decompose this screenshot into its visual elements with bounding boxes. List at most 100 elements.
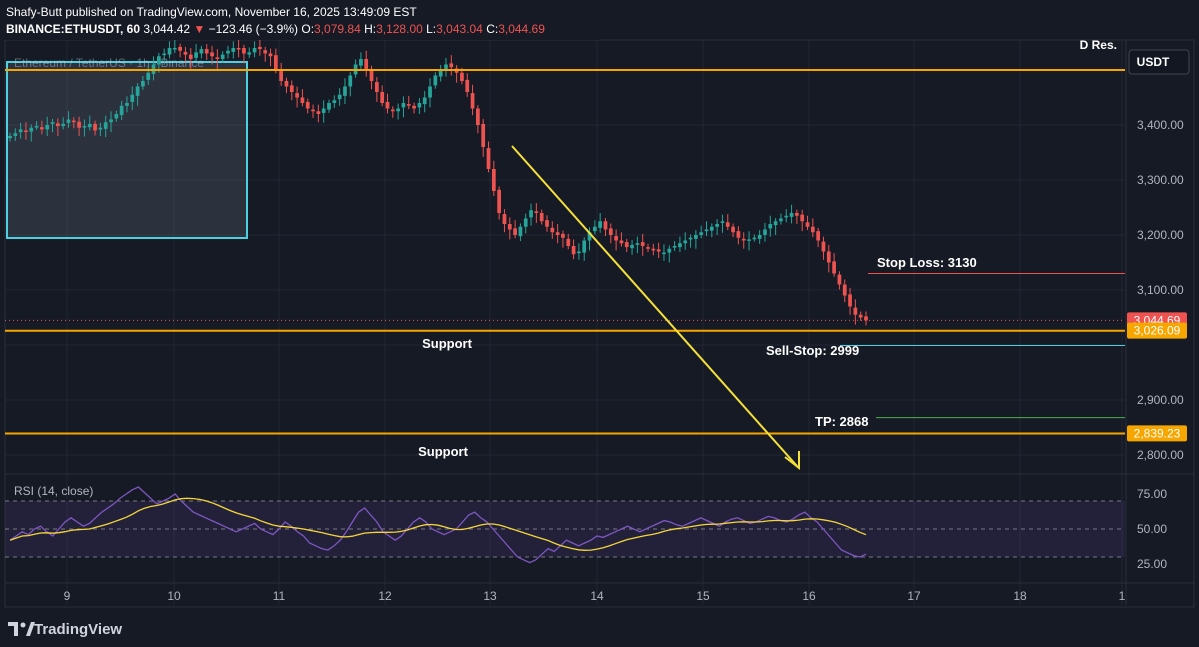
candle-body xyxy=(359,59,363,66)
currency-button-label[interactable]: USDT xyxy=(1137,55,1170,69)
candle-body xyxy=(422,97,427,105)
candle-body xyxy=(795,213,799,216)
candle-body xyxy=(183,51,188,55)
candle-body xyxy=(406,104,411,106)
candle-body xyxy=(279,71,284,81)
candle-body xyxy=(784,215,789,218)
candle-body xyxy=(55,123,60,127)
candle-body xyxy=(438,70,443,77)
candle-body xyxy=(204,49,209,54)
candle-body xyxy=(720,221,725,223)
candle-body xyxy=(220,54,225,59)
candle-body xyxy=(428,86,432,98)
price-label: 2,839.23 xyxy=(1134,426,1181,440)
candle-body xyxy=(709,226,714,231)
candle-body xyxy=(236,48,241,50)
tradingview-logo-icon xyxy=(8,622,35,636)
header-field: H: xyxy=(364,22,376,36)
candle-body xyxy=(491,169,496,191)
candle-body xyxy=(523,218,528,227)
candle-body xyxy=(731,226,735,233)
candle-body xyxy=(449,63,454,68)
candle-body xyxy=(380,92,385,103)
candle-body xyxy=(24,130,28,132)
rsi-tick: 75.00 xyxy=(1137,487,1167,501)
candle-body xyxy=(321,108,326,113)
candle-body xyxy=(614,236,618,241)
candle-body xyxy=(268,53,273,57)
candle-body xyxy=(433,75,438,86)
candle-body xyxy=(699,232,704,235)
candle-body xyxy=(295,93,299,98)
candle-body xyxy=(502,214,507,224)
candle-body xyxy=(210,52,214,57)
candle-body xyxy=(215,57,220,59)
candle-body xyxy=(29,127,34,132)
price-label-box xyxy=(1127,322,1187,339)
candle-body xyxy=(864,316,868,321)
candle-body xyxy=(8,136,12,139)
candle-body xyxy=(779,218,783,222)
support-label: Support xyxy=(422,336,472,351)
candle-body xyxy=(146,72,151,80)
time-tick: 15 xyxy=(696,589,710,603)
candle-body xyxy=(162,53,167,56)
candle-body xyxy=(444,64,448,70)
sell-stop-label: Sell-Stop: 2999 xyxy=(766,343,859,358)
rsi-ma-line xyxy=(9,497,867,551)
currency-button[interactable] xyxy=(1128,49,1190,75)
time-tick: 13 xyxy=(483,589,497,603)
candle-body xyxy=(34,126,39,128)
time-tick: 1 xyxy=(1119,589,1126,603)
header-field: 3,128.00 xyxy=(376,22,426,36)
candle-body xyxy=(816,231,821,241)
candle-body xyxy=(566,238,571,246)
logo-mark-part xyxy=(26,622,35,636)
candle-body xyxy=(592,226,597,232)
range-box xyxy=(6,61,248,239)
candle-body xyxy=(141,81,145,87)
candle-body xyxy=(853,307,858,315)
candle-body xyxy=(103,122,108,129)
candle-body xyxy=(555,232,560,235)
candle-body xyxy=(476,108,480,125)
candle-body xyxy=(412,105,416,109)
candle-body xyxy=(82,126,87,128)
candle-body xyxy=(646,247,650,249)
candle-body xyxy=(805,222,810,227)
candle-body xyxy=(327,103,331,110)
candle-body xyxy=(45,125,50,130)
time-tick: 9 xyxy=(64,589,71,603)
candle-body xyxy=(662,252,666,255)
candle-body xyxy=(385,101,390,109)
candle-body xyxy=(178,46,182,51)
candle-body xyxy=(343,86,347,96)
candle-body xyxy=(401,103,406,108)
candle-body xyxy=(534,211,539,213)
candle-body xyxy=(848,294,852,307)
candle-body xyxy=(284,81,289,87)
candle-body xyxy=(747,239,751,241)
candle-body xyxy=(231,48,236,52)
candle-body xyxy=(172,48,177,50)
candle-body xyxy=(332,100,337,103)
candle-body xyxy=(61,123,66,127)
candle-body xyxy=(77,121,81,128)
candle-body xyxy=(624,242,629,248)
price-tick: 2,800.00 xyxy=(1137,448,1184,462)
time-tick: 12 xyxy=(378,589,392,603)
candle-body xyxy=(130,94,135,102)
candle-body xyxy=(598,221,603,228)
candle-body xyxy=(13,133,18,136)
time-tick: 16 xyxy=(802,589,816,603)
time-tick: 17 xyxy=(907,589,921,603)
candle-body xyxy=(417,103,422,108)
candle-body xyxy=(167,48,172,55)
price-tick: 3,300.00 xyxy=(1137,173,1184,187)
candle-body xyxy=(736,231,741,238)
candle-body xyxy=(18,129,23,133)
candle-body xyxy=(247,52,252,55)
footer-bg xyxy=(0,610,1199,647)
